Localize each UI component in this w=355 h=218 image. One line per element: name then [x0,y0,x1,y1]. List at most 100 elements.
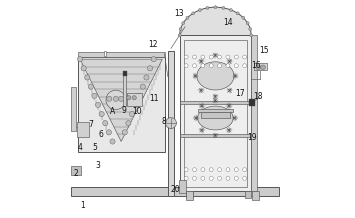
Polygon shape [80,59,162,141]
Circle shape [218,168,222,172]
Circle shape [84,75,90,80]
Circle shape [184,64,188,68]
Bar [251,35,257,191]
Circle shape [226,168,230,172]
Circle shape [242,16,245,19]
Circle shape [218,55,222,59]
Circle shape [184,55,188,59]
Circle shape [106,96,112,101]
Circle shape [201,168,205,172]
Circle shape [243,55,247,59]
Circle shape [137,93,142,98]
Circle shape [226,176,230,180]
Text: 4: 4 [78,143,82,152]
Circle shape [250,34,253,37]
Bar [180,35,251,191]
Ellipse shape [197,62,234,90]
Polygon shape [180,7,251,35]
Circle shape [122,130,127,135]
Circle shape [165,118,176,128]
Circle shape [103,121,108,126]
Bar [252,191,259,200]
Text: 5: 5 [93,143,98,152]
Circle shape [192,168,196,172]
Circle shape [243,176,247,180]
Circle shape [192,12,195,15]
Circle shape [201,64,205,68]
Text: 8: 8 [161,118,166,126]
Bar [201,112,230,118]
Bar [180,134,251,137]
Bar [186,191,193,200]
Text: 14: 14 [224,18,233,27]
Circle shape [126,121,131,126]
Text: 10: 10 [133,107,142,116]
Bar [186,191,193,198]
Bar [179,181,186,194]
Circle shape [92,93,97,98]
Circle shape [81,66,86,71]
Circle shape [218,64,222,68]
Circle shape [246,22,249,25]
Text: 16: 16 [251,61,261,70]
Circle shape [95,102,101,107]
Circle shape [261,65,266,70]
Bar [71,87,76,131]
Bar [184,40,247,187]
Text: 11: 11 [149,94,158,103]
Circle shape [249,27,252,31]
Bar [127,93,142,106]
Circle shape [201,176,205,180]
Circle shape [130,111,135,117]
Bar [245,191,251,198]
Circle shape [256,65,261,70]
Circle shape [113,96,118,101]
Circle shape [144,75,149,80]
Circle shape [234,64,238,68]
Circle shape [106,90,126,110]
Circle shape [234,168,238,172]
Text: 3: 3 [95,161,100,170]
Circle shape [184,176,188,180]
Text: 18: 18 [253,92,263,100]
Bar [255,63,267,70]
Text: 6: 6 [98,131,103,140]
Circle shape [127,95,131,100]
Circle shape [226,64,230,68]
Circle shape [88,84,93,89]
Circle shape [184,168,188,172]
Circle shape [209,55,213,59]
Circle shape [198,9,201,12]
Bar [104,51,106,56]
Bar [197,109,233,112]
Circle shape [234,55,238,59]
Circle shape [140,84,146,89]
Text: 9: 9 [122,106,127,115]
Circle shape [218,176,222,180]
Circle shape [179,27,182,31]
Text: 15: 15 [260,46,269,55]
Circle shape [209,64,213,68]
Text: 20: 20 [170,185,180,194]
Text: 19: 19 [247,133,257,142]
Circle shape [226,55,230,59]
Circle shape [234,176,238,180]
Text: 1: 1 [80,201,84,210]
Circle shape [214,6,217,9]
Circle shape [110,139,115,144]
Bar [123,74,126,106]
Circle shape [209,168,213,172]
Text: 7: 7 [88,120,93,129]
Circle shape [236,12,239,15]
Text: 13: 13 [174,9,184,18]
Text: A: A [110,107,115,116]
Bar [249,99,255,106]
Circle shape [201,55,205,59]
Circle shape [192,64,196,68]
Bar [71,166,81,175]
Circle shape [151,57,156,62]
Text: 12: 12 [148,39,157,49]
Circle shape [119,96,124,101]
Circle shape [99,111,104,117]
Bar [78,57,164,152]
